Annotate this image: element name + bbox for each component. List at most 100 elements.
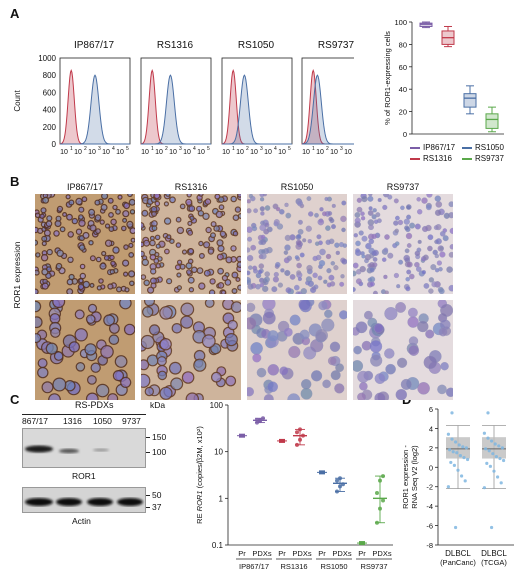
ihc-cell <box>87 303 98 313</box>
ihc-cell <box>334 242 340 248</box>
wb-bands-bottom <box>25 498 143 506</box>
ihc-cell <box>248 194 254 199</box>
qpcr-group-label: RS9737 <box>360 562 387 571</box>
ihc-cell <box>283 327 293 337</box>
ihc-cell <box>45 342 58 355</box>
ihc-cell <box>328 216 334 222</box>
ihc-cell <box>400 378 412 390</box>
ihc-cell <box>368 206 373 211</box>
ihc-cell <box>341 227 346 233</box>
ihc-cell <box>372 208 377 213</box>
rna-point <box>452 463 456 467</box>
ihc-cell <box>405 232 413 240</box>
ihc-cell <box>40 254 49 262</box>
ihc-cell <box>129 227 135 235</box>
ihc-cell <box>150 268 157 275</box>
ihc-cell <box>340 274 345 279</box>
ihc-cell <box>123 323 135 336</box>
ihc-cell <box>230 195 238 203</box>
ihc-cell <box>65 194 71 200</box>
ihc-cell <box>128 242 134 249</box>
ihc-cell <box>107 197 114 204</box>
ihc-cell <box>74 328 88 342</box>
rna-point <box>454 440 458 444</box>
ihc-cell <box>155 243 161 249</box>
ihc-cell <box>141 359 150 371</box>
ihc-cell <box>312 255 318 262</box>
hist-x-tick-exp: 1 <box>151 146 154 152</box>
ihc-cell <box>224 332 238 347</box>
ihc-cell <box>414 223 421 230</box>
hist-ylabel: Count <box>14 90 22 112</box>
ihc-cell <box>185 198 193 206</box>
ihc-cell <box>285 212 292 219</box>
ihc-cell <box>247 247 251 253</box>
qpcr-y-tick: 100 <box>210 401 224 410</box>
ihc-cell <box>406 204 412 210</box>
ihc-cell <box>175 242 182 248</box>
ihc-cell <box>387 194 393 200</box>
ihc-cell <box>42 196 50 204</box>
ihc-cell <box>383 274 388 280</box>
rna-point <box>486 436 490 440</box>
qpcr-pdx-point <box>381 498 385 503</box>
ihc-cell <box>215 210 224 219</box>
wb-marker-150: 150 <box>152 432 167 442</box>
rna-point <box>466 457 470 462</box>
ihc-cell <box>405 286 411 292</box>
box-body <box>463 93 477 108</box>
ihc-cell <box>296 234 302 239</box>
ihc-cell <box>428 277 435 283</box>
ihc-cell <box>369 276 376 283</box>
box-y-tick: 80 <box>399 40 407 49</box>
legend-swatch <box>410 157 420 160</box>
hist-isotype-curve <box>221 68 292 145</box>
ihc-cell <box>333 265 339 271</box>
ihc-cell <box>438 327 448 337</box>
ihc-cell <box>198 240 204 247</box>
ihc-cell <box>247 254 254 262</box>
ihc-cell <box>204 300 215 308</box>
ihc-cell <box>315 329 329 342</box>
ihc-cell <box>316 234 322 240</box>
hist-x-tick: 10 <box>88 149 96 154</box>
ihc-cell <box>439 246 444 251</box>
ihc-cell <box>247 236 253 242</box>
ihc-cell <box>353 345 362 355</box>
qpcr-pdx-point <box>298 437 302 442</box>
ihc-cell <box>130 237 135 243</box>
rna-point <box>498 456 502 461</box>
ihc-cell <box>330 224 336 230</box>
ihc-cell <box>117 194 123 200</box>
hist-x-tick: 10 <box>141 149 149 154</box>
ihc-cell <box>286 255 292 262</box>
ihc-cell <box>216 239 224 247</box>
rna-box <box>446 437 470 459</box>
ihc-cell <box>165 194 171 197</box>
legend-rs9737: RS9737 <box>462 154 504 163</box>
ihc-cell <box>127 194 133 198</box>
hist-x-tick: 10 <box>197 149 205 154</box>
ihc-cell <box>189 215 195 221</box>
ihc-cell <box>186 194 192 198</box>
ihc-texture <box>353 300 453 400</box>
ihc-cell <box>159 338 172 351</box>
ihc-cell <box>301 378 312 390</box>
ihc-cell <box>377 197 382 203</box>
ihc-cell <box>248 265 253 270</box>
ihc-cell <box>169 196 176 204</box>
ihc-cell <box>227 319 238 331</box>
ihc-cell <box>190 266 198 274</box>
qpcr-y-tick: 10 <box>214 448 223 457</box>
ihc-cell <box>225 375 237 387</box>
ihc-cell <box>187 220 193 226</box>
ihc-cell <box>263 394 274 400</box>
ihc-cell <box>305 225 312 232</box>
ihc-cell <box>203 269 211 277</box>
ihc-cell <box>46 266 52 273</box>
ihc-cell <box>185 392 199 400</box>
ihc-cell <box>300 288 307 294</box>
ihc-cell <box>341 258 347 265</box>
ihc-cell <box>247 226 253 233</box>
ihc-cell <box>434 195 442 202</box>
